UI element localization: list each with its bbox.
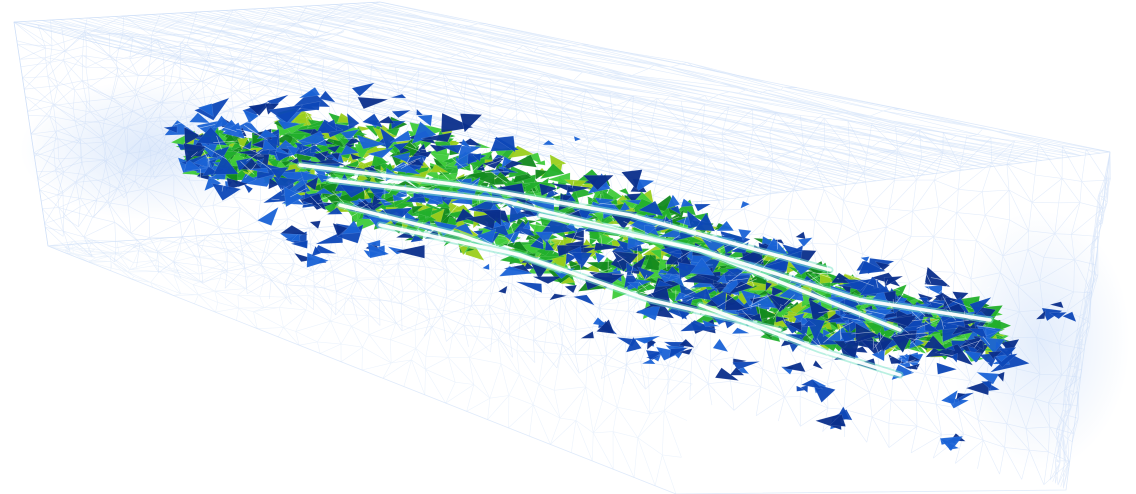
mesh-glow-right — [950, 210, 1130, 470]
crack-channel — [696, 301, 904, 379]
crack-lines — [173, 101, 996, 379]
crack-channel — [536, 211, 994, 324]
crack-channel — [296, 161, 834, 274]
crack-channel — [376, 221, 784, 334]
